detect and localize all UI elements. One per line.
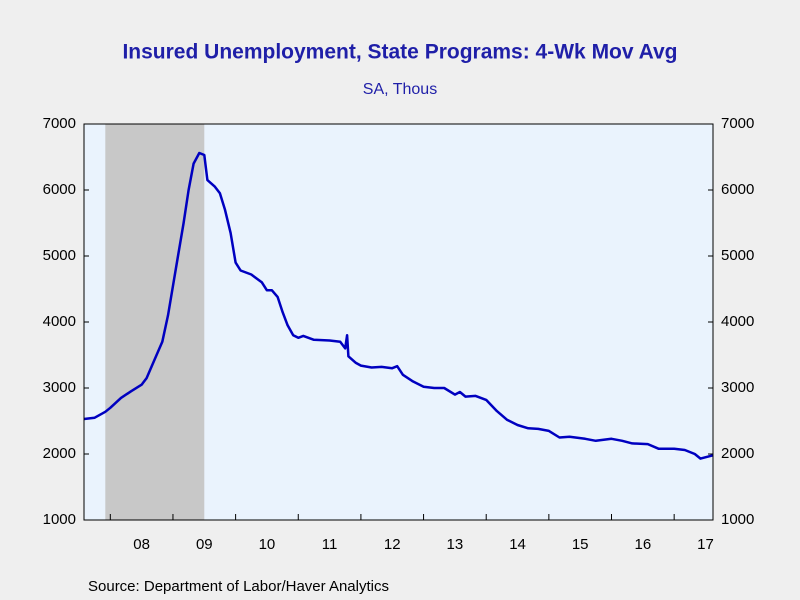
x-tick-label: 15: [572, 536, 589, 553]
x-tick-label: 09: [196, 536, 213, 553]
y-tick-label: 3000: [43, 379, 76, 396]
y2-tick-label: 6000: [721, 181, 754, 198]
x-tick-label: 13: [447, 536, 464, 553]
y-tick-label: 7000: [43, 115, 76, 132]
y-tick-label: 4000: [43, 313, 76, 330]
y2-tick-label: 5000: [721, 247, 754, 264]
x-tick-label: 16: [634, 536, 651, 553]
y-tick-label: 5000: [43, 247, 76, 264]
y2-tick-label: 1000: [721, 511, 754, 528]
x-tick-label: 12: [384, 536, 401, 553]
data-line: [83, 151, 714, 460]
y2-tick-label: 2000: [721, 445, 754, 462]
y-tick-label: 2000: [43, 445, 76, 462]
x-tick-label: 17: [697, 536, 714, 553]
plot-border: [83, 123, 714, 521]
x-tick-label: 10: [259, 536, 276, 553]
y2-tick-label: 7000: [721, 115, 754, 132]
x-tick-label: 11: [322, 536, 338, 553]
y2-tick-label: 4000: [721, 313, 754, 330]
y2-tick-label: 3000: [721, 379, 754, 396]
chart-title: Insured Unemployment, State Programs: 4-…: [122, 41, 677, 64]
source: Source: Department of Labor/Haver Analyt…: [88, 578, 389, 595]
y-tick-label: 1000: [43, 511, 76, 528]
chart-subtitle: SA, Thous: [363, 81, 437, 98]
x-tick-label: 08: [133, 536, 150, 553]
y-tick-label: 6000: [43, 181, 76, 198]
x-tick-label: 14: [509, 536, 526, 553]
